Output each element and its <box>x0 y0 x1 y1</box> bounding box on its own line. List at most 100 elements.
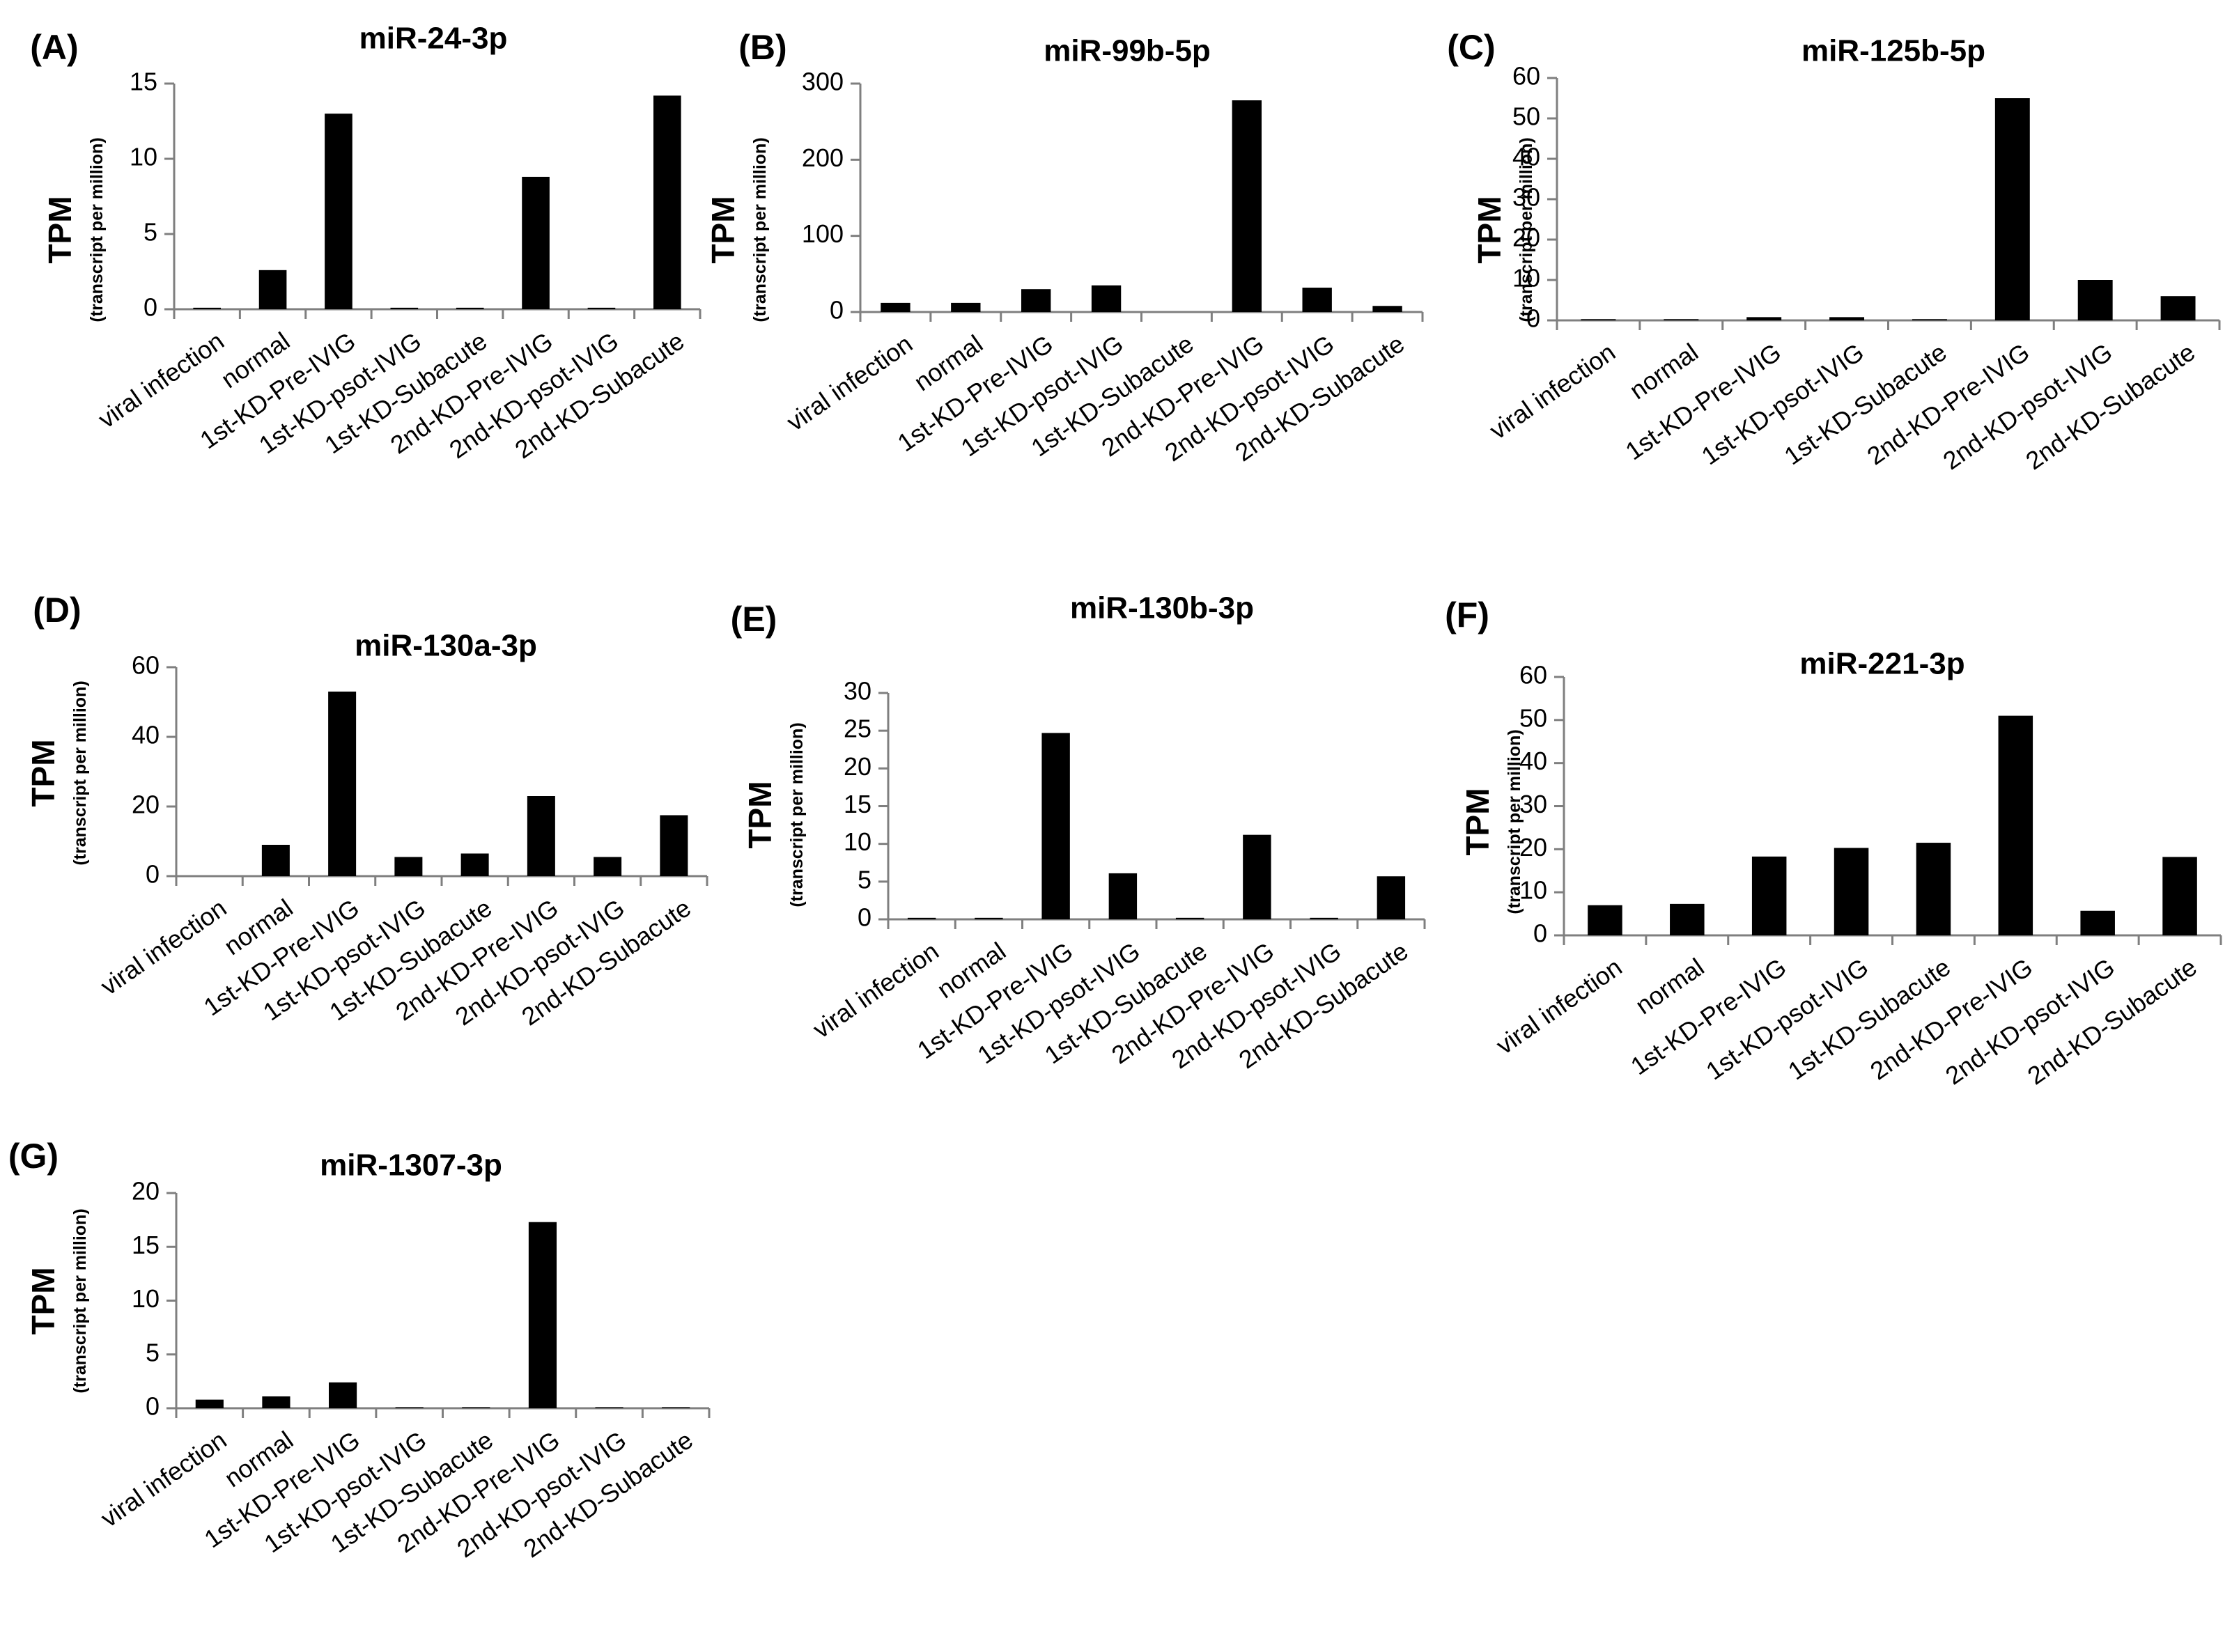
bar-4 <box>1834 848 1869 935</box>
y-tick-label: 15 <box>130 68 157 96</box>
bar-7 <box>1310 917 1338 919</box>
y-axis-label-main: TPM <box>42 196 78 263</box>
bar-3 <box>328 692 357 876</box>
x-category-label: viral infection <box>95 1426 232 1533</box>
chart-title: miR-99b-5p <box>1044 34 1211 68</box>
y-axis-label-sub: (transcript per million) <box>1505 729 1524 914</box>
bar-6 <box>522 176 550 309</box>
y-tick-label: 5 <box>146 1338 160 1366</box>
bar-1 <box>907 917 936 919</box>
panel-letter: (A) <box>30 28 78 67</box>
chart-title: miR-1307-3p <box>320 1148 502 1183</box>
bar-5 <box>462 1407 490 1408</box>
y-tick-label: 0 <box>1533 919 1547 948</box>
bar-1 <box>195 1399 224 1408</box>
bar-6 <box>1232 100 1262 312</box>
x-category-label: viral infection <box>1491 953 1627 1060</box>
bar-1 <box>193 307 222 309</box>
y-tick-label: 5 <box>144 218 157 247</box>
bar-6 <box>528 1222 557 1408</box>
y-axis-label: TPM (transcript per million) <box>742 722 806 907</box>
bar-3 <box>328 1382 357 1408</box>
bar-3 <box>325 114 352 309</box>
y-tick-label: 10 <box>844 827 871 856</box>
bar-6 <box>1998 715 2033 935</box>
bar-6 <box>1243 834 1271 919</box>
bar-2 <box>1664 319 1699 320</box>
panel-letter: (G) <box>8 1137 59 1176</box>
y-axis-label: TPM (transcript per million) <box>25 680 89 865</box>
bar-4 <box>395 1407 424 1408</box>
bar-3 <box>1751 856 1787 935</box>
bar-2 <box>975 917 1003 919</box>
y-tick-label: 60 <box>1519 661 1547 689</box>
y-tick-label: 5 <box>858 865 871 894</box>
chart-panel-2: (B) miR-99b-5p TPM (transcript per million)… <box>705 28 1424 467</box>
bar-6 <box>527 796 555 876</box>
bar-7 <box>2080 910 2115 935</box>
panel-letter: (F) <box>1445 595 1489 634</box>
y-tick-label: 30 <box>844 677 871 706</box>
bar-2 <box>262 1396 290 1408</box>
y-axis-label-sub: (transcript per million) <box>70 1208 90 1393</box>
y-tick-label: 10 <box>132 1284 160 1313</box>
bar-8 <box>660 815 688 876</box>
y-tick-label: 50 <box>1519 703 1547 732</box>
bar-8 <box>1377 876 1406 919</box>
y-axis-label: TPM (transcript per million) <box>42 137 106 322</box>
bar-7 <box>594 857 622 876</box>
bar-8 <box>653 95 681 309</box>
bar-4 <box>1108 873 1138 919</box>
y-axis-label-main: TPM <box>25 1267 61 1334</box>
y-axis-label-main: TPM <box>705 196 741 263</box>
y-tick-label: 20 <box>1519 833 1547 862</box>
y-tick-label: 40 <box>1519 747 1547 775</box>
y-tick-label: 25 <box>844 715 871 743</box>
y-tick-label: 60 <box>132 651 160 680</box>
bar-5 <box>1175 917 1204 919</box>
chart-panel-5: (E) miR-130b-3p TPM (transcript per million… <box>731 591 1426 1074</box>
y-axis-label: TPM (transcript per million) <box>1471 137 1535 322</box>
y-tick-label: 40 <box>1512 143 1540 171</box>
bar-8 <box>2160 296 2196 320</box>
chart-panel-6: (F) miR-221-3p TPM (transcript per million)… <box>1445 595 2222 1090</box>
y-tick-label: 0 <box>1526 304 1540 333</box>
bar-4 <box>1091 285 1122 312</box>
y-tick-label: 300 <box>802 68 844 96</box>
bar-8 <box>662 1407 690 1408</box>
y-axis-label: TPM (transcript per million) <box>25 1208 89 1393</box>
panel-letter: (C) <box>1447 28 1495 67</box>
chart-title: miR-24-3p <box>359 22 508 56</box>
panel-letter: (E) <box>731 600 777 639</box>
chart-panel-3: (C) miR-125b-5p TPM (transcript per million… <box>1447 28 2221 475</box>
y-tick-label: 50 <box>1512 102 1540 131</box>
chart-title: miR-221-3p <box>1799 647 1964 681</box>
bar-2 <box>258 270 287 309</box>
y-tick-label: 10 <box>130 143 157 171</box>
bar-5 <box>456 307 484 309</box>
chart-panel-7: (G) miR-1307-3p TPM (transcript per million… <box>8 1137 711 1563</box>
y-axis-label-sub: (transcript per million) <box>87 137 107 322</box>
x-category-label: viral infection <box>1485 338 1621 445</box>
y-axis-label-sub: (transcript per million) <box>70 680 90 865</box>
bar-7 <box>1302 288 1332 312</box>
y-axis-label-main: TPM <box>1471 196 1508 263</box>
bar-7 <box>2077 280 2113 320</box>
bar-3 <box>1021 289 1051 312</box>
y-axis-label-sub: (transcript per million) <box>750 137 770 322</box>
panel-letter: (D) <box>33 591 81 630</box>
y-tick-label: 100 <box>802 219 844 248</box>
y-tick-label: 15 <box>844 790 871 818</box>
y-axis-label: TPM (transcript per million) <box>1459 729 1524 914</box>
y-axis-label-main: TPM <box>25 739 61 806</box>
y-tick-label: 20 <box>132 1177 160 1206</box>
chart-title: miR-125b-5p <box>1801 34 1985 68</box>
y-tick-label: 40 <box>132 721 160 749</box>
bar-4 <box>394 857 423 876</box>
bar-2 <box>1670 903 1705 935</box>
bar-4 <box>1829 317 1865 320</box>
bar-8 <box>2162 857 2197 935</box>
y-tick-label: 10 <box>1512 264 1540 293</box>
bar-1 <box>1588 905 1622 935</box>
